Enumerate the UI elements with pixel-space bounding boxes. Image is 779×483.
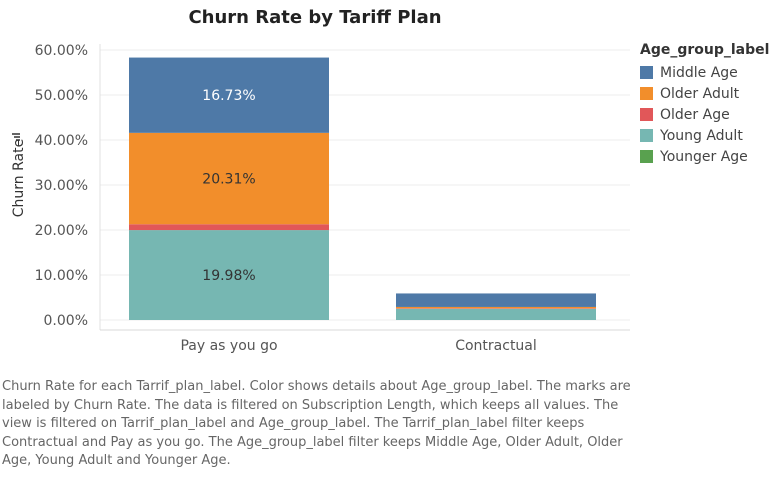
legend-label: Younger Age xyxy=(660,148,748,165)
bar-segment xyxy=(129,224,329,231)
churn-rate-chart: 0.00% 10.00% 20.00% 30.00% 40.00% 50.00% 60.00… xyxy=(11,43,630,354)
legend: Age_group_label Middle Age Older Adult O… xyxy=(640,42,769,167)
legend-label: Middle Age xyxy=(660,64,738,81)
y-tick-label: 30.00% xyxy=(35,178,88,194)
x-tick-label: Pay as you go xyxy=(180,338,277,354)
y-tick-label: 50.00% xyxy=(35,88,88,104)
y-tick-label: 40.00% xyxy=(35,133,88,149)
legend-swatch xyxy=(640,87,653,100)
legend-swatch xyxy=(640,66,653,79)
legend-swatch xyxy=(640,129,653,142)
bar-segment xyxy=(396,308,596,320)
chart-caption: Churn Rate for each Tarrif_plan_label. C… xyxy=(2,379,631,468)
legend-title: Age_group_label xyxy=(640,42,770,58)
legend-item-young-adult[interactable]: Young Adult xyxy=(640,125,769,146)
chart-title: Churn Rate by Tariff Plan xyxy=(188,7,442,28)
bar-segment xyxy=(396,308,596,309)
sort-icon xyxy=(12,133,20,141)
legend-item-middle-age[interactable]: Middle Age xyxy=(640,62,769,83)
legend-label: Older Adult xyxy=(660,85,740,102)
legend-label: Young Adult xyxy=(660,127,743,144)
data-label: 19.98% xyxy=(202,268,255,284)
data-label: 16.73% xyxy=(202,88,255,104)
x-tick-label: Contractual xyxy=(455,338,537,354)
legend-swatch xyxy=(640,150,653,163)
y-tick-label: 10.00% xyxy=(35,268,88,284)
data-label: 20.31% xyxy=(202,172,255,188)
y-tick-label: 60.00% xyxy=(35,43,88,59)
y-axis-title: Churn Rate xyxy=(11,139,27,217)
legend-item-younger-age[interactable]: Younger Age xyxy=(640,146,769,167)
legend-item-older-age[interactable]: Older Age xyxy=(640,104,769,125)
legend-item-older-adult[interactable]: Older Adult xyxy=(640,83,769,104)
legend-swatch xyxy=(640,108,653,121)
y-tick-label: 20.00% xyxy=(35,223,88,239)
bar-segment xyxy=(396,306,596,309)
bar-segment xyxy=(129,230,329,320)
bar-segment xyxy=(129,132,329,225)
bar-segment xyxy=(396,293,596,307)
bar-segment xyxy=(129,57,329,133)
legend-label: Older Age xyxy=(660,106,730,123)
y-tick-label: 0.00% xyxy=(44,313,88,329)
